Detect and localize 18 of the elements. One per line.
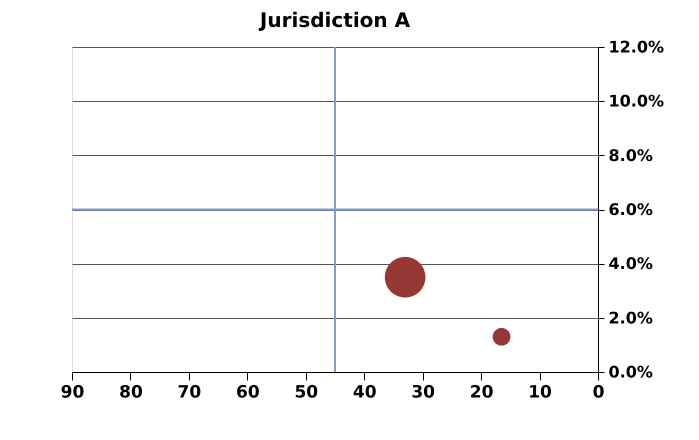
x-tick-label: 70 [178,382,202,402]
x-tick-label: 50 [294,382,318,402]
y-tick-label: 8.0% [608,146,653,165]
y-tick-label: 6.0% [608,200,653,219]
y-tick-label: 0.0% [608,362,653,382]
x-tick-label: 90 [60,382,84,402]
x-tick-label: 0 [592,382,605,402]
x-tick-label: 40 [352,382,377,402]
x-tick-label: 20 [470,382,494,402]
x-tick-label: 10 [528,382,552,402]
y-tick-label: 10.0% [608,92,664,111]
x-tick-label: 80 [119,382,143,402]
y-tick-label: 12.0% [608,38,664,56]
x-tick-label: 30 [411,382,436,402]
y-tick-label: 4.0% [608,254,653,274]
chart-title: Jurisdiction A [258,8,411,32]
x-tick-label: 60 [236,382,260,402]
y-tick-label: 2.0% [608,308,653,328]
